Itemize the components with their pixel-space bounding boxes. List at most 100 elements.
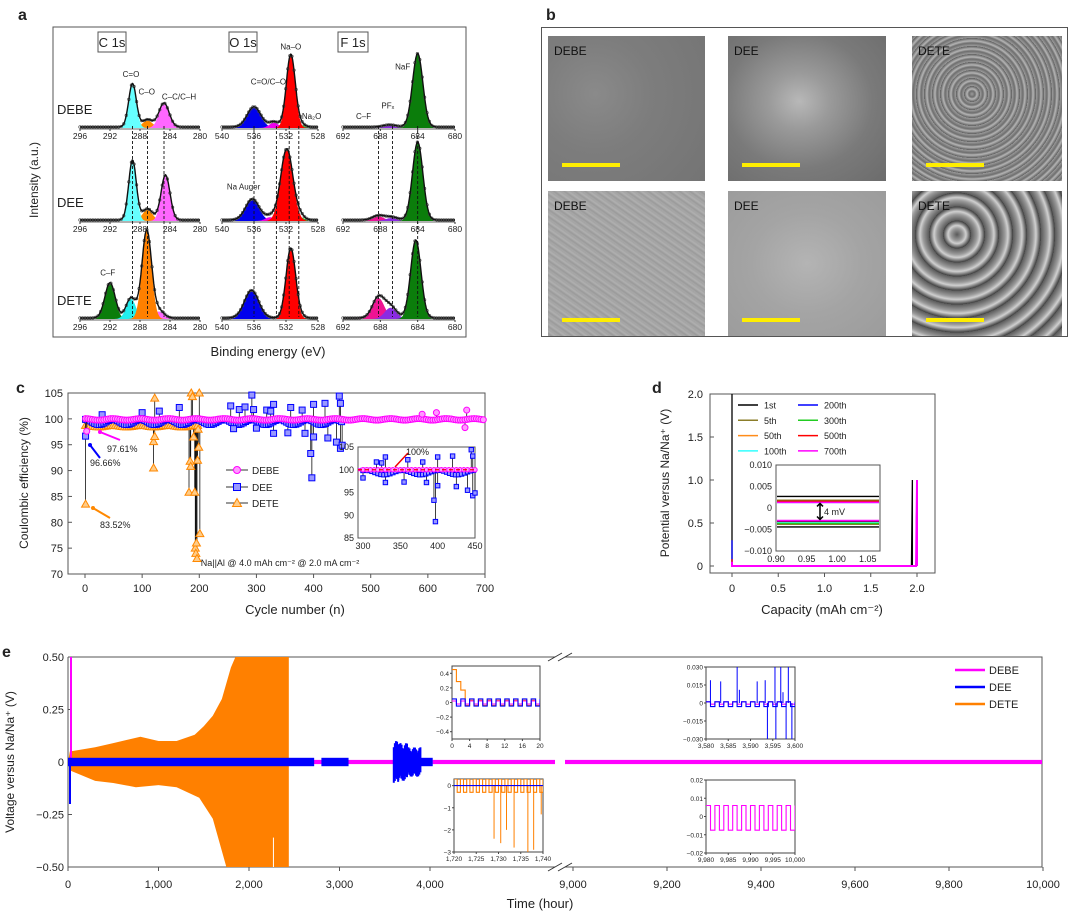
envelope-line <box>80 228 200 319</box>
x-tick-label: 1,000 <box>145 879 173 891</box>
inset-y-tick-label: −2 <box>444 827 452 834</box>
fitted-peak <box>80 283 200 319</box>
inset-y-tick-label: −0.015 <box>683 719 703 726</box>
x-tick-label: 1.0 <box>817 583 832 595</box>
fitted-peak <box>343 218 455 221</box>
x-tick-label: 600 <box>419 583 437 595</box>
x-tick-label: 0 <box>82 583 88 595</box>
x-tick-label: 284 <box>163 322 177 332</box>
y-tick-label: 75 <box>51 543 63 555</box>
marker-square <box>227 402 235 410</box>
annotation-label: 97.61% <box>107 444 138 454</box>
inset-x-tick-label: 1.05 <box>859 554 877 564</box>
annotation-arrow <box>92 507 111 519</box>
inset-y-tick-label: −3 <box>444 850 452 857</box>
legend-label: 700th <box>824 446 847 456</box>
inset-y-tick-label: −0.005 <box>744 525 772 535</box>
debe-voltage-trace <box>565 759 1042 765</box>
data-point <box>387 300 391 305</box>
y-tick-label: 100 <box>45 414 63 426</box>
marker-circle <box>479 416 487 424</box>
fitted-peak <box>222 217 318 221</box>
x-tick-label: 688 <box>373 322 387 332</box>
inset-y-tick-label: 95 <box>344 488 354 498</box>
y-axis-label: Voltage versus Na/Na⁺ (V) <box>3 691 17 833</box>
fitted-peak <box>222 200 318 221</box>
marker-square <box>270 400 278 408</box>
inset-y-tick-label: −0.010 <box>744 546 772 556</box>
marker-circle <box>463 406 471 414</box>
x-axis-label: Cycle number (n) <box>245 602 345 617</box>
legend-label: DETE <box>989 699 1018 711</box>
peak-annotation: C–C/C–H <box>162 93 196 102</box>
inset-trace-dee <box>706 701 795 708</box>
inset-y-tick-label: 0 <box>445 700 449 707</box>
marker-square <box>287 403 295 411</box>
legend-label: 5th <box>764 416 777 426</box>
inset-x-tick-label: 350 <box>393 541 408 551</box>
data-point <box>261 211 265 215</box>
fitted-peak <box>80 176 200 221</box>
panel-d-voltage-profiles: 0 0.5 1.0 1.5 2.0 0 0.5 1.0 1.5 2.0 Capacity (mAh … <box>658 389 936 617</box>
arrow-head <box>98 430 102 434</box>
inset-x-tick-label: 16 <box>519 743 527 750</box>
sem-image-label: DEE <box>734 199 759 213</box>
double-arrow-icon <box>816 502 824 521</box>
x-tick-label: 292 <box>103 131 117 141</box>
x-tick-label: 280 <box>193 322 207 332</box>
scale-bar <box>926 318 984 322</box>
inset-x-tick-label: 12 <box>501 743 509 750</box>
inset-x-tick-label: 10,000 <box>785 857 805 864</box>
y-tick-label: 85 <box>51 491 63 503</box>
marker-square <box>434 454 441 460</box>
sem-image-dee: DEE <box>728 191 886 336</box>
inset-trace-dete <box>454 779 543 793</box>
x-tick-label: 0 <box>729 583 735 595</box>
dee-voltage-trace <box>321 757 349 767</box>
panel-c-coulombic-efficiency: 70 75 80 85 90 95 100 105 0 100 200 300 400 500 600 700… <box>17 387 494 617</box>
data-point <box>401 311 405 315</box>
marker-square <box>241 403 249 411</box>
data-point <box>394 308 398 312</box>
data-point <box>427 314 432 318</box>
inset-x-tick-label: 0.90 <box>767 554 785 564</box>
scale-bar <box>742 318 800 322</box>
marker-circle <box>432 409 440 417</box>
sample-label: DETE <box>57 293 92 308</box>
marker-square <box>423 479 430 486</box>
inset-x-tick-label: 3,600 <box>787 743 804 750</box>
marker-square <box>382 454 389 460</box>
envelope-line <box>222 247 318 319</box>
fitted-peak <box>343 143 455 221</box>
inset-y-tick-label: 0 <box>767 503 772 513</box>
marker-square <box>464 487 471 493</box>
y-tick-label: 0 <box>58 757 64 769</box>
x-tick-label: 400 <box>304 583 322 595</box>
data-point <box>163 312 167 316</box>
data-point <box>240 120 245 124</box>
inset-x-tick-label: 3,590 <box>742 743 759 750</box>
x-tick-label: 288 <box>133 131 147 141</box>
marker-square <box>324 434 332 442</box>
inset-y-tick-label: −0.02 <box>687 851 704 858</box>
inset-y-tick-label: 0.005 <box>749 482 772 492</box>
envelope-line <box>80 158 200 221</box>
x-tick-label: 532 <box>279 131 293 141</box>
data-point <box>302 313 306 318</box>
x-tick-label: 10,000 <box>1026 879 1060 891</box>
peak-annotation: PFₓ <box>381 102 394 111</box>
marker-circle <box>83 427 91 435</box>
x-tick-label: 292 <box>103 224 117 234</box>
x-tick-label: 680 <box>448 131 462 141</box>
sem-image-dete: DETE <box>912 36 1062 181</box>
x-tick-label: 9,200 <box>653 879 681 891</box>
sem-image-dete: DETE <box>912 191 1062 336</box>
inset-trace-dee <box>452 698 540 707</box>
annotation-arrow <box>89 444 101 459</box>
x-tick-label: 688 <box>373 224 387 234</box>
marker-square <box>468 447 474 453</box>
data-point <box>259 208 263 212</box>
x-tick-label: 288 <box>133 224 147 234</box>
scale-bar <box>926 163 984 167</box>
marker-square <box>401 479 407 485</box>
